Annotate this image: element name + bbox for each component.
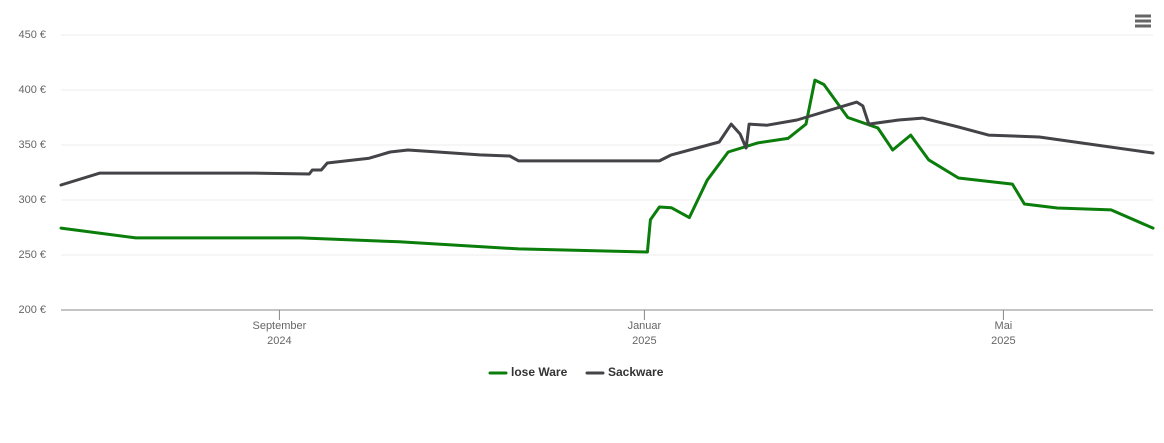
x-tick-label: Mai: [995, 320, 1013, 332]
legend-label: lose Ware: [511, 365, 568, 379]
x-tick-label: 2024: [267, 335, 291, 347]
y-tick-label: 300 €: [18, 194, 46, 206]
series-line: [59, 78, 1155, 254]
y-tick-label: 400 €: [18, 84, 46, 96]
series-line: [59, 100, 1155, 187]
x-tick-label: September: [252, 320, 306, 332]
x-tick-label: 2025: [991, 335, 1015, 347]
y-tick-label: 250 €: [18, 249, 46, 261]
y-tick-label: 350 €: [18, 139, 46, 151]
legend-label: Sackware: [608, 365, 664, 379]
y-tick-label: 450 €: [18, 29, 46, 41]
y-tick-label: 200 €: [18, 304, 46, 316]
x-tick-label: Januar: [628, 320, 662, 332]
x-tick-label: 2025: [632, 335, 656, 347]
menu-button[interactable]: [1130, 10, 1154, 32]
